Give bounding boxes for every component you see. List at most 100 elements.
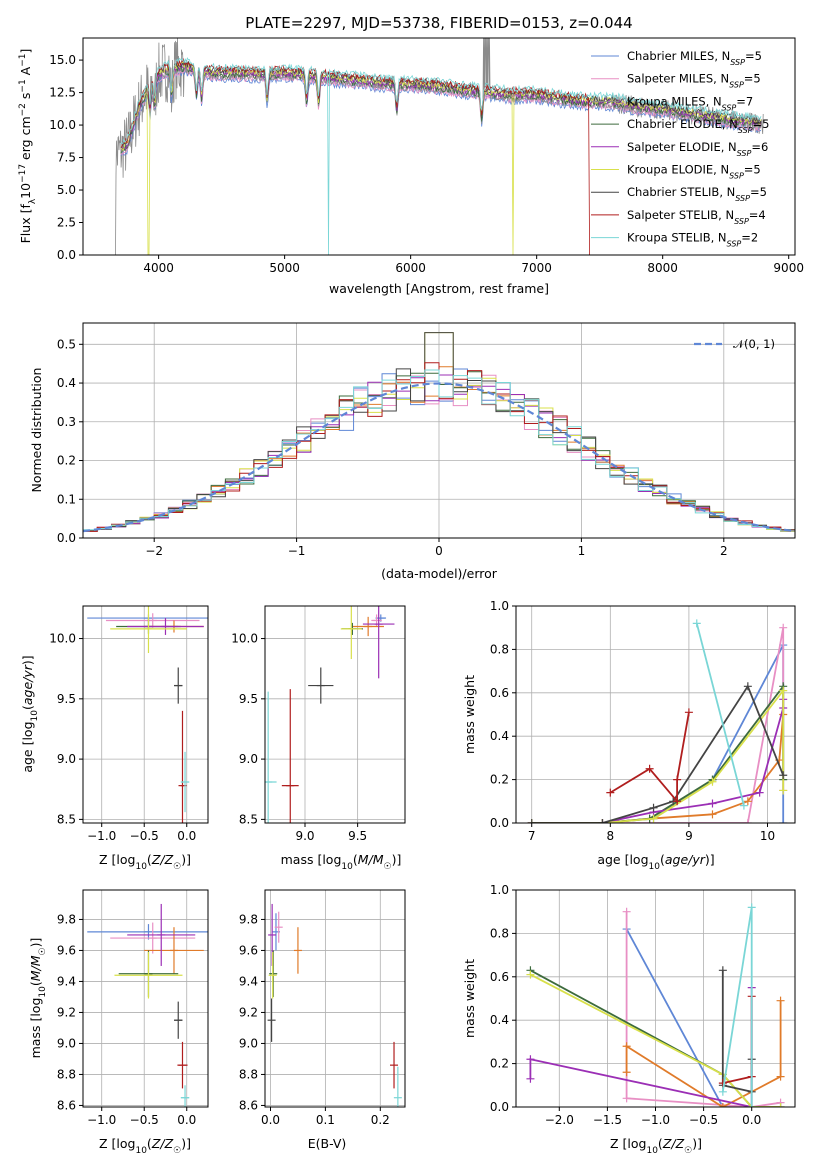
x-axis-label: Z [log10(Z/Z☉)] <box>99 852 191 872</box>
plus-marker <box>718 1103 727 1107</box>
plus-marker <box>622 1068 631 1077</box>
x-tick-label: 9.0 <box>295 829 314 843</box>
x-tick-label: 5000 <box>269 261 300 275</box>
x-tick-label: 0.1 <box>316 1113 335 1127</box>
residual-histogram-panel-plot-area <box>83 332 795 533</box>
y-tick-label: 0.6 <box>490 686 509 700</box>
plus-marker <box>755 788 764 797</box>
y-tick-label: 10.0 <box>49 118 76 132</box>
y-tick-label: 7.5 <box>57 151 76 165</box>
plus-marker <box>622 1042 631 1051</box>
age-vs-metallicity-panel-grid <box>83 606 208 823</box>
plus-marker <box>739 801 748 810</box>
y-tick-label: 8.8 <box>239 1067 258 1081</box>
legend-entry: Kroupa MILES, NSSP=7 <box>627 94 753 112</box>
error-bar-point <box>114 952 183 999</box>
y-tick-label: 0.5 <box>57 337 76 351</box>
y-tick-label: 0.2 <box>57 454 76 468</box>
model-spectrum-line <box>120 64 762 154</box>
y-tick-label: 0.8 <box>490 926 509 940</box>
x-tick-label: 9.5 <box>348 829 367 843</box>
y-tick-label: 0.0 <box>57 531 76 545</box>
plus-marker <box>743 819 752 823</box>
y-tick-label: 10.0 <box>49 632 76 646</box>
y-tick-label: 9.5 <box>239 692 258 706</box>
error-bar-point <box>274 911 283 943</box>
plus-marker <box>779 771 788 780</box>
x-tick-label: −0.5 <box>689 1113 718 1127</box>
plus-marker <box>598 819 607 823</box>
plus-marker <box>622 907 631 916</box>
x-tick-label: −0.5 <box>130 829 159 843</box>
plus-marker <box>645 764 654 773</box>
plot-frame <box>82 37 796 256</box>
y-tick-label: 9.0 <box>57 752 76 766</box>
mass-weight-series <box>527 710 788 823</box>
legend: Chabrier MILES, NSSP=5 Salpeter MILES, NS… <box>591 49 769 248</box>
y-tick-label: 0.0 <box>490 816 509 830</box>
error-bar-point <box>180 751 190 813</box>
residual-histogram-panel: −2 −1 0 1 2 0.0 0.1 0.2 0.3 0.4 0.5 (data-model)/er… <box>29 322 796 581</box>
y-tick-label: 9.2 <box>239 1005 258 1019</box>
plus-marker <box>779 786 788 795</box>
mass-vs-metallicity-panel-grid <box>83 890 208 1107</box>
y-tick-label: 9.5 <box>57 692 76 706</box>
mass-vs-metallicity-panel-plot-area <box>87 903 208 1107</box>
x-axis-label: wavelength [Angstrom, rest frame] <box>329 281 549 296</box>
error-bar-point <box>268 952 277 999</box>
plus-marker <box>747 903 756 912</box>
spectrum-panel: PLATE=2297, MJD=53738, FIBERID=0153, z=0… <box>18 14 804 296</box>
mass-weight-vs-age-panel: 7 8 9 10 0.0 0.2 0.4 0.6 0.8 1.0 age [log10(age/yr… <box>462 599 796 872</box>
y-axis-label: mass [log10(M/M☉)] <box>28 938 48 1059</box>
mass-weight-series <box>606 708 693 806</box>
legend-entry: Chabrier ELODIE, NSSP=5 <box>627 117 769 135</box>
plus-marker <box>526 970 535 979</box>
x-tick-label: 0.2 <box>371 1113 390 1127</box>
plus-marker <box>776 996 785 1005</box>
plus-marker <box>779 686 788 695</box>
legend-entry: Kroupa ELODIE, NSSP=5 <box>627 163 761 181</box>
x-axis-label: (data-model)/error <box>381 566 498 581</box>
y-tick-label: 9.6 <box>239 943 258 957</box>
error-bar-point <box>87 924 208 940</box>
y-tick-label: 0.1 <box>57 492 76 506</box>
error-bar-point <box>127 618 204 635</box>
plus-marker <box>684 708 693 717</box>
plus-marker <box>673 797 682 806</box>
y-tick-label: 8.6 <box>57 1098 76 1112</box>
x-tick-label: −0.5 <box>130 1113 159 1127</box>
mass-weight-series <box>692 619 748 810</box>
plus-marker <box>649 814 658 823</box>
error-bar-point <box>265 691 277 823</box>
plus-marker <box>779 623 788 632</box>
error-bar-point <box>267 998 276 1042</box>
x-tick-label: −2.0 <box>545 1113 574 1127</box>
x-tick-label: −1.0 <box>87 829 116 843</box>
plus-marker <box>526 1074 535 1083</box>
legend-entry: Chabrier STELIB, NSSP=5 <box>627 185 767 203</box>
y-axis-label: mass weight <box>462 959 477 1038</box>
error-bar-point <box>340 606 362 660</box>
mass-weight-vs-metallicity-panel-plot-area <box>526 903 785 1107</box>
y-tick-label: 8.8 <box>57 1067 76 1081</box>
y-tick-label: 9.0 <box>57 1036 76 1050</box>
error-bar-point <box>110 606 187 654</box>
plus-marker <box>776 1103 785 1107</box>
error-bar-point <box>393 1066 402 1107</box>
y-tick-label: 9.8 <box>57 912 76 926</box>
x-axis-label: E(B-V) <box>308 1136 347 1151</box>
y-tick-label: 2.5 <box>57 216 76 230</box>
legend-entry: Chabrier MILES, NSSP=5 <box>627 49 762 67</box>
y-tick-label: 0.8 <box>490 642 509 656</box>
y-tick-label: 9.4 <box>57 974 76 988</box>
x-tick-label: 0.0 <box>177 1113 196 1127</box>
mass-vs-extinction-panel-plot-area <box>267 903 402 1107</box>
legend-entry: Kroupa STELIB, NSSP=2 <box>627 231 758 249</box>
plot-frame <box>82 889 209 1108</box>
legend-entry: Salpeter MILES, NSSP=5 <box>627 72 761 90</box>
age-vs-mass-panel-grid <box>265 606 405 823</box>
y-tick-label: 1.0 <box>490 883 509 897</box>
legend-entry: Salpeter ELODIE, NSSP=6 <box>627 140 768 158</box>
mass-vs-metallicity-panel: −1.0 −0.5 0.0 8.6 8.8 9.0 9.2 9.4 9.6 9.8 Z [log10… <box>28 889 209 1156</box>
